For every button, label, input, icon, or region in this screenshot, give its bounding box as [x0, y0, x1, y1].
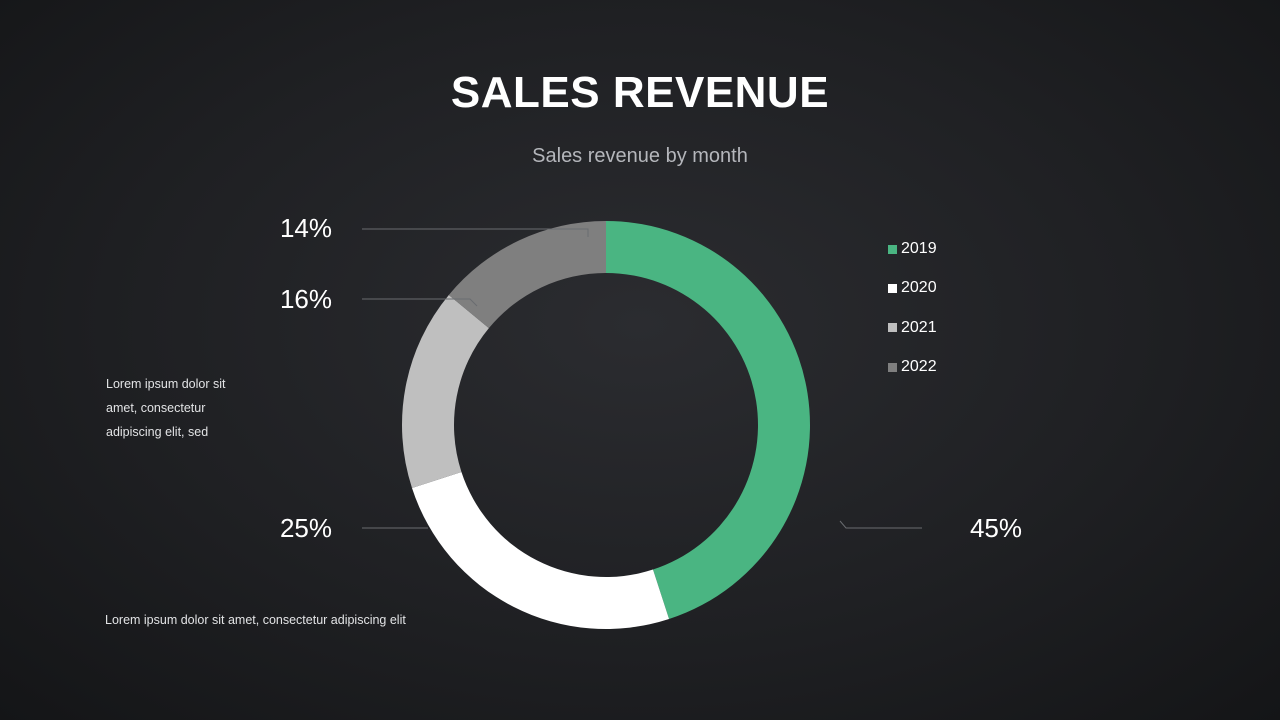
donut-slice-2022	[448, 221, 606, 329]
legend-label-2019: 2019	[901, 240, 937, 257]
leader-line-2021	[362, 298, 478, 307]
data-label-2021: 16%	[280, 284, 332, 314]
legend-item-2022: 2022	[888, 356, 937, 378]
legend-item-2019: 2019	[888, 238, 937, 260]
slide-subtitle: Sales revenue by month	[532, 145, 748, 167]
legend-label-2020: 2020	[901, 279, 937, 297]
leader-line-2022	[362, 228, 589, 237]
legend-item-2021: 2021	[888, 317, 937, 339]
legend-label-2021: 2021	[901, 318, 937, 336]
legend-label-2022: 2022	[901, 358, 937, 376]
legend-swatch-2019	[888, 244, 897, 254]
leader-line-2019	[839, 520, 922, 529]
donut-slice-2019	[606, 221, 810, 620]
legend-item-2020: 2020	[888, 277, 937, 299]
donut-slice-2020	[411, 471, 670, 629]
legend-swatch-2022	[888, 362, 897, 372]
data-label-2022: 14%	[280, 213, 332, 243]
body-text-bottom: Lorem ipsum dolor sit amet, consectetur …	[105, 613, 406, 627]
donut-slice-2021	[402, 294, 489, 489]
data-label-2019: 45%	[970, 513, 1022, 543]
chart-legend: 2019 2020 2021 2022	[888, 238, 937, 396]
legend-swatch-2020	[888, 283, 897, 293]
legend-swatch-2021	[888, 323, 897, 333]
data-label-2020: 25%	[280, 513, 332, 543]
body-text-left: Lorem ipsum dolor sit amet, consectetur …	[106, 377, 226, 439]
slide-title: SALES REVENUE	[450, 68, 830, 117]
